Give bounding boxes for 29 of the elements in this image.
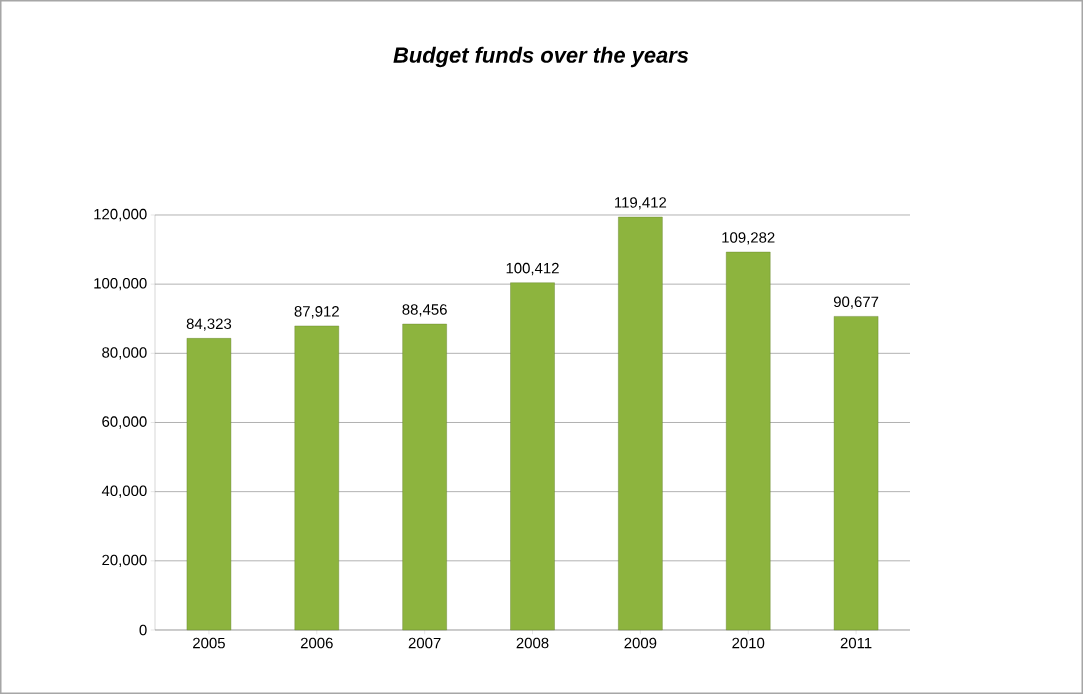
bar <box>833 316 879 631</box>
y-tick-label: 60,000 <box>102 416 147 429</box>
x-tick-label: 2006 <box>300 637 333 649</box>
data-label: 119,412 <box>615 197 667 210</box>
y-tick-label: 100,000 <box>94 277 147 291</box>
bar <box>618 216 663 631</box>
data-label: 109,282 <box>722 232 775 245</box>
x-tick-label: 2007 <box>408 637 441 649</box>
y-tick-label: 0 <box>139 624 147 636</box>
y-tick-label: 20,000 <box>102 554 147 567</box>
bar <box>186 338 232 631</box>
y-tick-label: 40,000 <box>101 485 147 498</box>
data-label: 84,323 <box>186 318 232 331</box>
data-label: 87,912 <box>294 306 339 319</box>
bar <box>294 325 339 631</box>
chart-title: Budget funds over the years <box>393 46 689 68</box>
x-tick-label: 2010 <box>732 637 765 649</box>
x-tick-label: 2011 <box>840 637 872 649</box>
x-tick-label: 2008 <box>516 637 549 649</box>
bar <box>402 323 447 631</box>
data-label: 100,412 <box>506 262 559 276</box>
y-tick-label: 80,000 <box>102 347 147 360</box>
bar <box>726 251 771 631</box>
data-label: 90,677 <box>833 296 879 309</box>
x-tick-label: 2005 <box>193 637 225 649</box>
x-tick-label: 2009 <box>624 637 657 649</box>
y-tick-label: 120,000 <box>94 208 147 222</box>
data-label: 88,456 <box>402 304 447 317</box>
bar <box>510 282 555 631</box>
